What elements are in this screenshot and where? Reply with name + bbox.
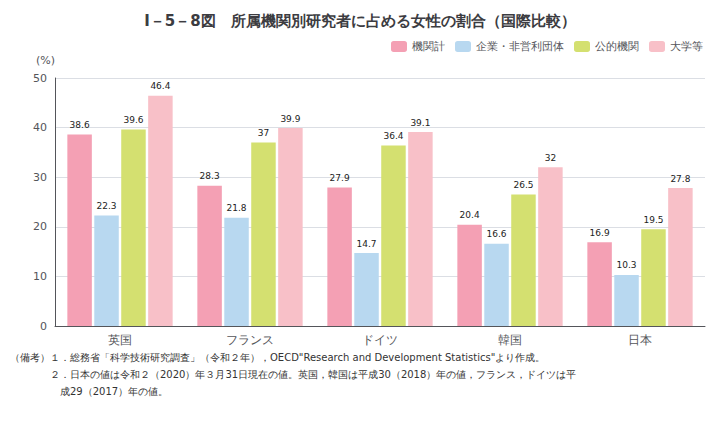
- svg-text:27.8: 27.8: [670, 174, 690, 184]
- svg-text:37: 37: [258, 128, 269, 138]
- svg-text:22.3: 22.3: [97, 201, 117, 211]
- svg-text:19.5: 19.5: [643, 215, 663, 225]
- svg-text:成29（2017）年の値。: 成29（2017）年の値。: [10, 386, 168, 397]
- svg-text:39.6: 39.6: [123, 115, 143, 125]
- svg-text:10.3: 10.3: [617, 260, 637, 270]
- svg-text:（備考）１．総務省「科学技術研究調査」（令和２年），OECD: （備考）１．総務省「科学技術研究調査」（令和２年），OECD"Research …: [10, 352, 545, 363]
- svg-text:企業・非営利団体: 企業・非営利団体: [476, 40, 564, 53]
- svg-text:20.4: 20.4: [460, 210, 480, 220]
- svg-text:英国: 英国: [108, 333, 132, 347]
- svg-text:日本: 日本: [628, 333, 652, 347]
- svg-text:32: 32: [545, 153, 556, 163]
- svg-text:フランス: フランス: [226, 333, 274, 347]
- svg-text:36.4: 36.4: [383, 131, 403, 141]
- svg-text:26.5: 26.5: [513, 180, 533, 190]
- svg-text:39.1: 39.1: [410, 118, 430, 128]
- svg-text:28.3: 28.3: [200, 171, 220, 181]
- svg-text:機関計: 機関計: [412, 40, 445, 53]
- svg-text:14.7: 14.7: [357, 239, 377, 249]
- svg-text:21.8: 21.8: [227, 203, 247, 213]
- svg-text:16.9: 16.9: [590, 228, 610, 238]
- svg-text:40: 40: [33, 121, 47, 134]
- svg-text:16.6: 16.6: [487, 229, 507, 239]
- svg-text:50: 50: [33, 72, 47, 85]
- svg-text:27.9: 27.9: [330, 173, 350, 183]
- svg-text:30: 30: [33, 171, 47, 184]
- svg-text:公的機関: 公的機関: [595, 40, 639, 53]
- svg-text:10: 10: [33, 270, 47, 283]
- svg-text:0: 0: [40, 320, 47, 333]
- svg-text:38.6: 38.6: [70, 120, 90, 130]
- svg-text:(%): (%): [36, 54, 55, 67]
- svg-text:韓国: 韓国: [498, 333, 522, 347]
- svg-text:大学等: 大学等: [670, 40, 703, 53]
- svg-text:I－5－8図 所属機関別研究者に占める女性の割合（国際比較）: I－5－8図 所属機関別研究者に占める女性の割合（国際比較）: [144, 12, 575, 30]
- svg-text:ドイツ: ドイツ: [362, 333, 398, 347]
- svg-text:20: 20: [33, 220, 47, 233]
- svg-text:46.4: 46.4: [150, 81, 170, 91]
- svg-text:39.9: 39.9: [280, 114, 300, 124]
- svg-text:２．日本の値は令和２（2020）年３月31日現在の値。英国，: ２．日本の値は令和２（2020）年３月31日現在の値。英国，韓国は平成30（20…: [10, 369, 576, 380]
